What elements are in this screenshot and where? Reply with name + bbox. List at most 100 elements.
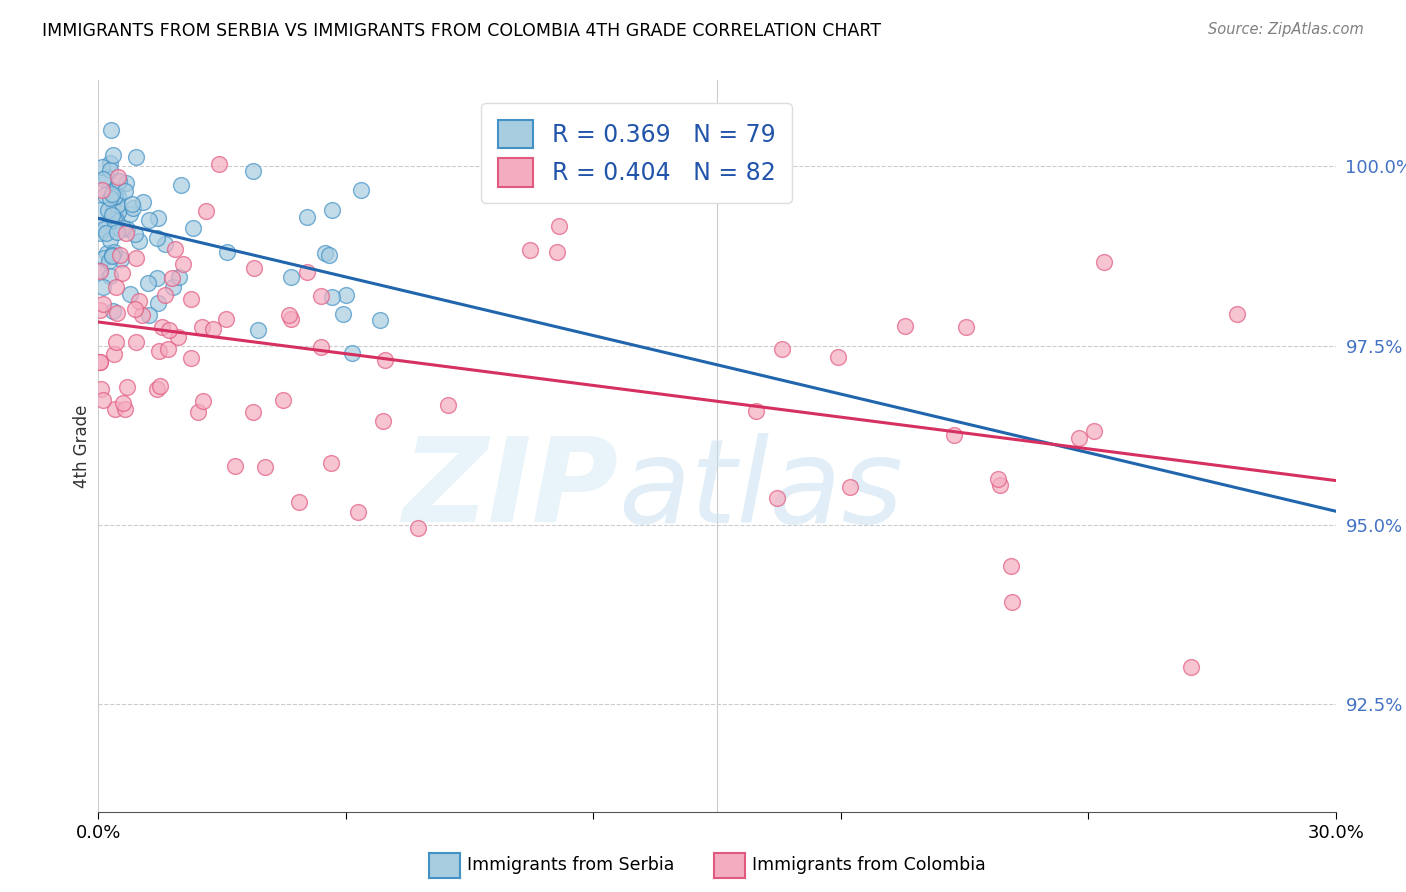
Point — [278, 309, 301, 323]
Point — [770, 342, 793, 356]
Point — [108, 173, 131, 187]
Point — [89, 226, 111, 240]
Point — [104, 334, 127, 349]
Point — [350, 183, 373, 197]
Point — [1001, 595, 1024, 609]
Point — [120, 207, 142, 221]
Point — [146, 271, 169, 285]
Point — [104, 212, 127, 227]
Point — [150, 320, 173, 334]
Point — [827, 350, 849, 364]
Point — [89, 302, 111, 317]
Point — [309, 289, 332, 303]
Point — [201, 322, 224, 336]
Point — [104, 189, 127, 203]
Point — [242, 260, 264, 275]
Point — [93, 252, 115, 266]
Point — [180, 292, 202, 306]
Point — [153, 237, 176, 252]
Point — [101, 187, 124, 202]
Y-axis label: 4th Grade: 4th Grade — [73, 404, 91, 488]
Point — [105, 306, 128, 320]
Point — [110, 252, 132, 267]
Point — [101, 247, 124, 261]
Point — [131, 308, 153, 322]
Point — [335, 288, 357, 302]
Point — [115, 222, 138, 236]
Point — [215, 312, 238, 326]
Point — [347, 505, 370, 519]
Point — [112, 220, 135, 235]
Point — [89, 218, 111, 232]
Point — [208, 157, 231, 171]
Point — [546, 245, 568, 260]
Point — [107, 169, 129, 184]
Point — [145, 383, 167, 397]
Point — [280, 269, 302, 284]
Point — [160, 271, 183, 285]
Point — [436, 398, 458, 412]
Point — [105, 225, 128, 239]
Point — [103, 247, 125, 261]
Point — [942, 428, 965, 442]
Point — [91, 279, 114, 293]
Point — [98, 268, 121, 283]
Point — [148, 343, 170, 358]
Point — [1092, 254, 1115, 268]
Point — [894, 319, 917, 334]
Point — [100, 207, 122, 221]
Point — [89, 202, 111, 217]
Point — [138, 213, 160, 227]
Point — [98, 191, 121, 205]
Point — [157, 343, 180, 357]
Point — [103, 147, 125, 161]
Point — [98, 233, 121, 247]
Point — [91, 297, 114, 311]
Point — [98, 163, 121, 178]
Text: IMMIGRANTS FROM SERBIA VS IMMIGRANTS FROM COLOMBIA 4TH GRADE CORRELATION CHART: IMMIGRANTS FROM SERBIA VS IMMIGRANTS FRO… — [42, 22, 882, 40]
Point — [839, 480, 862, 494]
Point — [91, 183, 114, 197]
Point — [1000, 558, 1022, 573]
Point — [121, 202, 143, 216]
Point — [180, 351, 202, 366]
Point — [103, 245, 125, 260]
Point — [319, 457, 342, 471]
Text: ZIP: ZIP — [402, 433, 619, 548]
Point — [167, 270, 190, 285]
Point — [368, 313, 391, 327]
Point — [242, 405, 264, 419]
Point — [340, 346, 363, 360]
Point — [125, 252, 148, 266]
Point — [1180, 659, 1202, 673]
Point — [89, 263, 111, 277]
Point — [254, 459, 277, 474]
Point — [124, 301, 146, 316]
Point — [314, 246, 336, 260]
Point — [93, 221, 115, 235]
Point — [107, 189, 129, 203]
Point — [97, 202, 120, 217]
Point — [96, 246, 118, 260]
Point — [288, 495, 311, 509]
Point — [744, 404, 766, 418]
Point — [114, 402, 136, 417]
Point — [100, 123, 122, 137]
Point — [1067, 431, 1090, 445]
Point — [181, 220, 204, 235]
Point — [1083, 424, 1105, 438]
Point — [114, 176, 136, 190]
Point — [195, 204, 218, 219]
Point — [172, 257, 194, 271]
Point — [101, 204, 124, 219]
Point — [146, 296, 169, 310]
Point — [111, 395, 134, 409]
Point — [117, 379, 139, 393]
Point — [89, 355, 111, 369]
Point — [295, 210, 318, 224]
Point — [124, 227, 146, 242]
Text: atlas: atlas — [619, 433, 903, 547]
Point — [170, 178, 193, 192]
Point — [103, 347, 125, 361]
Point — [96, 226, 118, 240]
